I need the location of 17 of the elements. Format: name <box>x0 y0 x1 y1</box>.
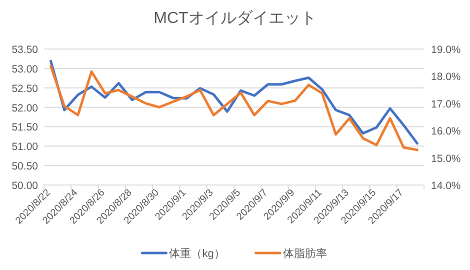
chart-title: MCTオイルダイエット <box>154 10 316 27</box>
y-tick-label: 53.50 <box>12 44 38 56</box>
y-tick-label: 52.50 <box>12 82 38 95</box>
y2-tick-label: 17.0% <box>431 98 461 110</box>
y-tick-label: 50.50 <box>12 160 38 173</box>
legend-label: 体重（kg） <box>169 247 225 260</box>
y-tick-label: 52.00 <box>12 102 38 114</box>
y2-tick-label: 16.0% <box>431 126 461 138</box>
y2-tick-label: 15.0% <box>431 152 461 165</box>
y-tick-label: 53.00 <box>12 63 38 76</box>
y2-tick-label: 19.0% <box>431 44 461 56</box>
y-tick-label: 51.00 <box>12 141 38 154</box>
y2-tick-label: 14.0% <box>431 180 461 192</box>
y2-tick-label: 18.0% <box>431 71 461 84</box>
y-tick-label: 50.00 <box>12 180 38 192</box>
legend-label: 体脂肪率 <box>282 247 327 260</box>
y-tick-label: 51.50 <box>12 122 38 134</box>
